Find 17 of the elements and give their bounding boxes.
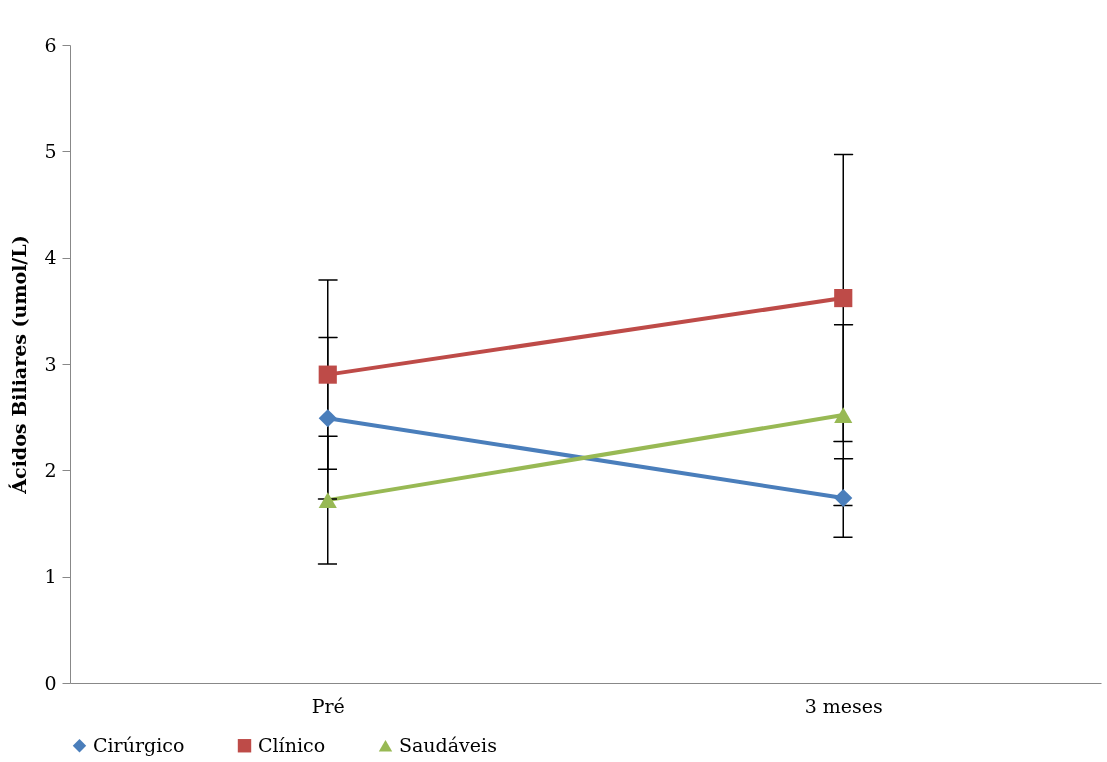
x-tick-label: Pré [311,694,345,717]
point [318,409,337,428]
y-tick-label: 5 [44,139,57,162]
y-tick-label: 2 [44,458,57,481]
legend-label: Saudáveis [399,733,497,756]
y-tick-label: 4 [44,246,57,269]
point [318,365,337,384]
y-tick-label: 0 [44,671,57,694]
x-tick-label: 3 meses [804,694,883,717]
legend-label: Cirúrgico [93,733,185,756]
y-tick-label: 1 [44,565,57,588]
legend-label: Clínico [258,733,326,756]
y-tick-label: 3 [44,352,57,375]
y-axis-title: Ácidos Biliares (umol/L) [8,235,31,495]
point [834,488,853,508]
point [834,288,853,308]
y-tick-label: 6 [44,33,57,56]
